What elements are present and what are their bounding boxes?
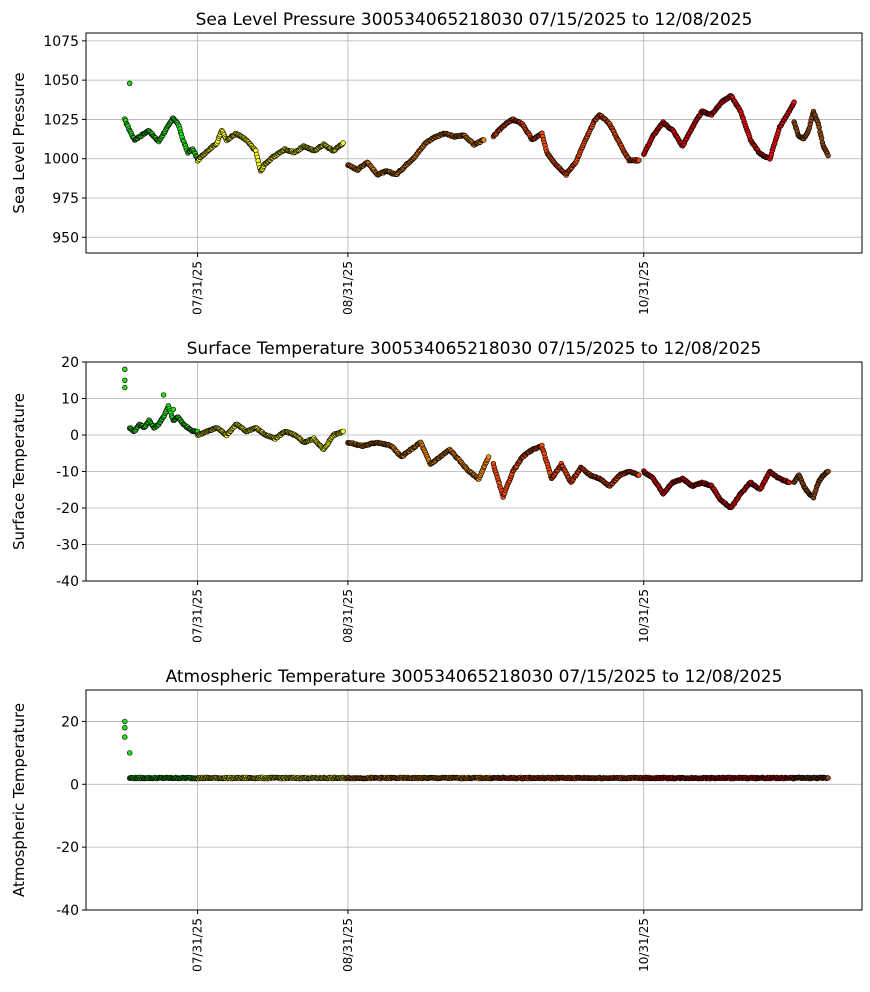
chart-panel-1: 950 975 1000 1025 1050 1075 07/31/25 08/31/25 10… <box>10 10 863 315</box>
series-segment-red_orange <box>490 442 642 500</box>
series-segment-orange <box>345 130 487 178</box>
outlier-point <box>122 377 128 383</box>
series-segment-yellow <box>194 128 346 174</box>
y-tick-label: 20 <box>61 714 79 730</box>
data-point <box>636 157 642 164</box>
x-tick-label: 07/31/25 <box>191 261 205 315</box>
series-segment-green <box>126 403 201 435</box>
y-axis-label: Surface Temperature <box>10 393 28 550</box>
outlier-point <box>126 80 133 87</box>
y-tick-label: -40 <box>56 574 79 590</box>
series-segment-red <box>641 774 797 782</box>
data-point <box>481 137 487 143</box>
data-point <box>825 775 831 781</box>
x-tick-label: 07/31/25 <box>191 918 205 972</box>
y-tick-label: -30 <box>56 538 79 554</box>
chart-title: Atmospheric Temperature 300534065218030 … <box>166 667 783 687</box>
data-point <box>825 152 831 159</box>
y-tick-label: 975 <box>52 191 79 207</box>
outlier-point <box>170 406 177 413</box>
plot-frame <box>85 32 863 254</box>
series-segment-red_orange <box>490 774 647 782</box>
data-point <box>825 468 831 475</box>
series-segment-green <box>122 115 201 162</box>
data-point <box>340 140 346 146</box>
outlier-point <box>122 384 128 391</box>
x-tick-label: 08/31/25 <box>341 918 355 972</box>
outlier-point <box>122 718 128 725</box>
x-tick-label: 10/31/25 <box>637 589 651 643</box>
y-tick-label: -20 <box>56 840 79 856</box>
series-segment-brown <box>791 468 831 501</box>
series-segment-orange <box>345 439 492 482</box>
data-point <box>816 124 822 131</box>
outlier-point <box>126 750 133 756</box>
y-tick-label: 950 <box>52 230 79 246</box>
chart-panel-3: -40 -20 0 20 07/31/25 08/31/25 10/31/25 Atmosph… <box>10 667 863 972</box>
series-segment-yellow <box>194 421 346 452</box>
series-segment-brown <box>791 108 831 159</box>
chart-panel-2: -40 -30 -20 -10 0 10 20 07/31/25 08/31/25 10/31/2… <box>10 339 863 643</box>
y-tick-label: 1050 <box>43 73 79 89</box>
y-tick-label: 20 <box>61 355 79 371</box>
x-tick-label: 10/31/25 <box>637 261 651 315</box>
y-tick-label: 1075 <box>43 34 79 50</box>
series-segment-green <box>126 774 201 782</box>
data-point <box>786 479 792 486</box>
data-point <box>791 99 797 105</box>
y-tick-label: 1025 <box>43 112 79 128</box>
y-axis-label: Atmospheric Temperature <box>10 703 28 897</box>
y-tick-label: 0 <box>70 777 79 793</box>
chart-title: Sea Level Pressure 300534065218030 07/15… <box>196 10 753 30</box>
y-tick-label: 10 <box>61 392 79 408</box>
plot-frame <box>85 689 863 911</box>
y-tick-label: -10 <box>56 465 79 481</box>
x-tick-label: 07/31/25 <box>191 589 205 643</box>
data-point <box>485 454 492 460</box>
outlier-point <box>122 366 128 372</box>
series-segment-yellow <box>194 774 351 782</box>
series-segment-red <box>641 468 792 511</box>
outlier-point <box>160 392 167 398</box>
series-segment-orange <box>345 774 497 782</box>
series-segment-brown <box>791 774 831 782</box>
outlier-point <box>122 724 128 731</box>
y-tick-label: 1000 <box>43 152 79 168</box>
series-segment-red_orange <box>490 112 642 178</box>
data-point <box>636 472 642 478</box>
data-point <box>340 428 346 435</box>
x-tick-label: 08/31/25 <box>341 261 355 315</box>
y-tick-label: 0 <box>70 428 79 444</box>
y-tick-label: -20 <box>56 501 79 517</box>
chart-title: Surface Temperature 300534065218030 07/1… <box>187 339 762 359</box>
series-segment-red <box>641 93 797 162</box>
y-axis-label: Sea Level Pressure <box>10 72 28 213</box>
y-tick-label: -40 <box>56 903 79 919</box>
data-point <box>818 135 825 141</box>
outlier-point <box>122 734 128 740</box>
x-tick-label: 08/31/25 <box>341 589 355 643</box>
x-tick-label: 10/31/25 <box>637 918 651 972</box>
